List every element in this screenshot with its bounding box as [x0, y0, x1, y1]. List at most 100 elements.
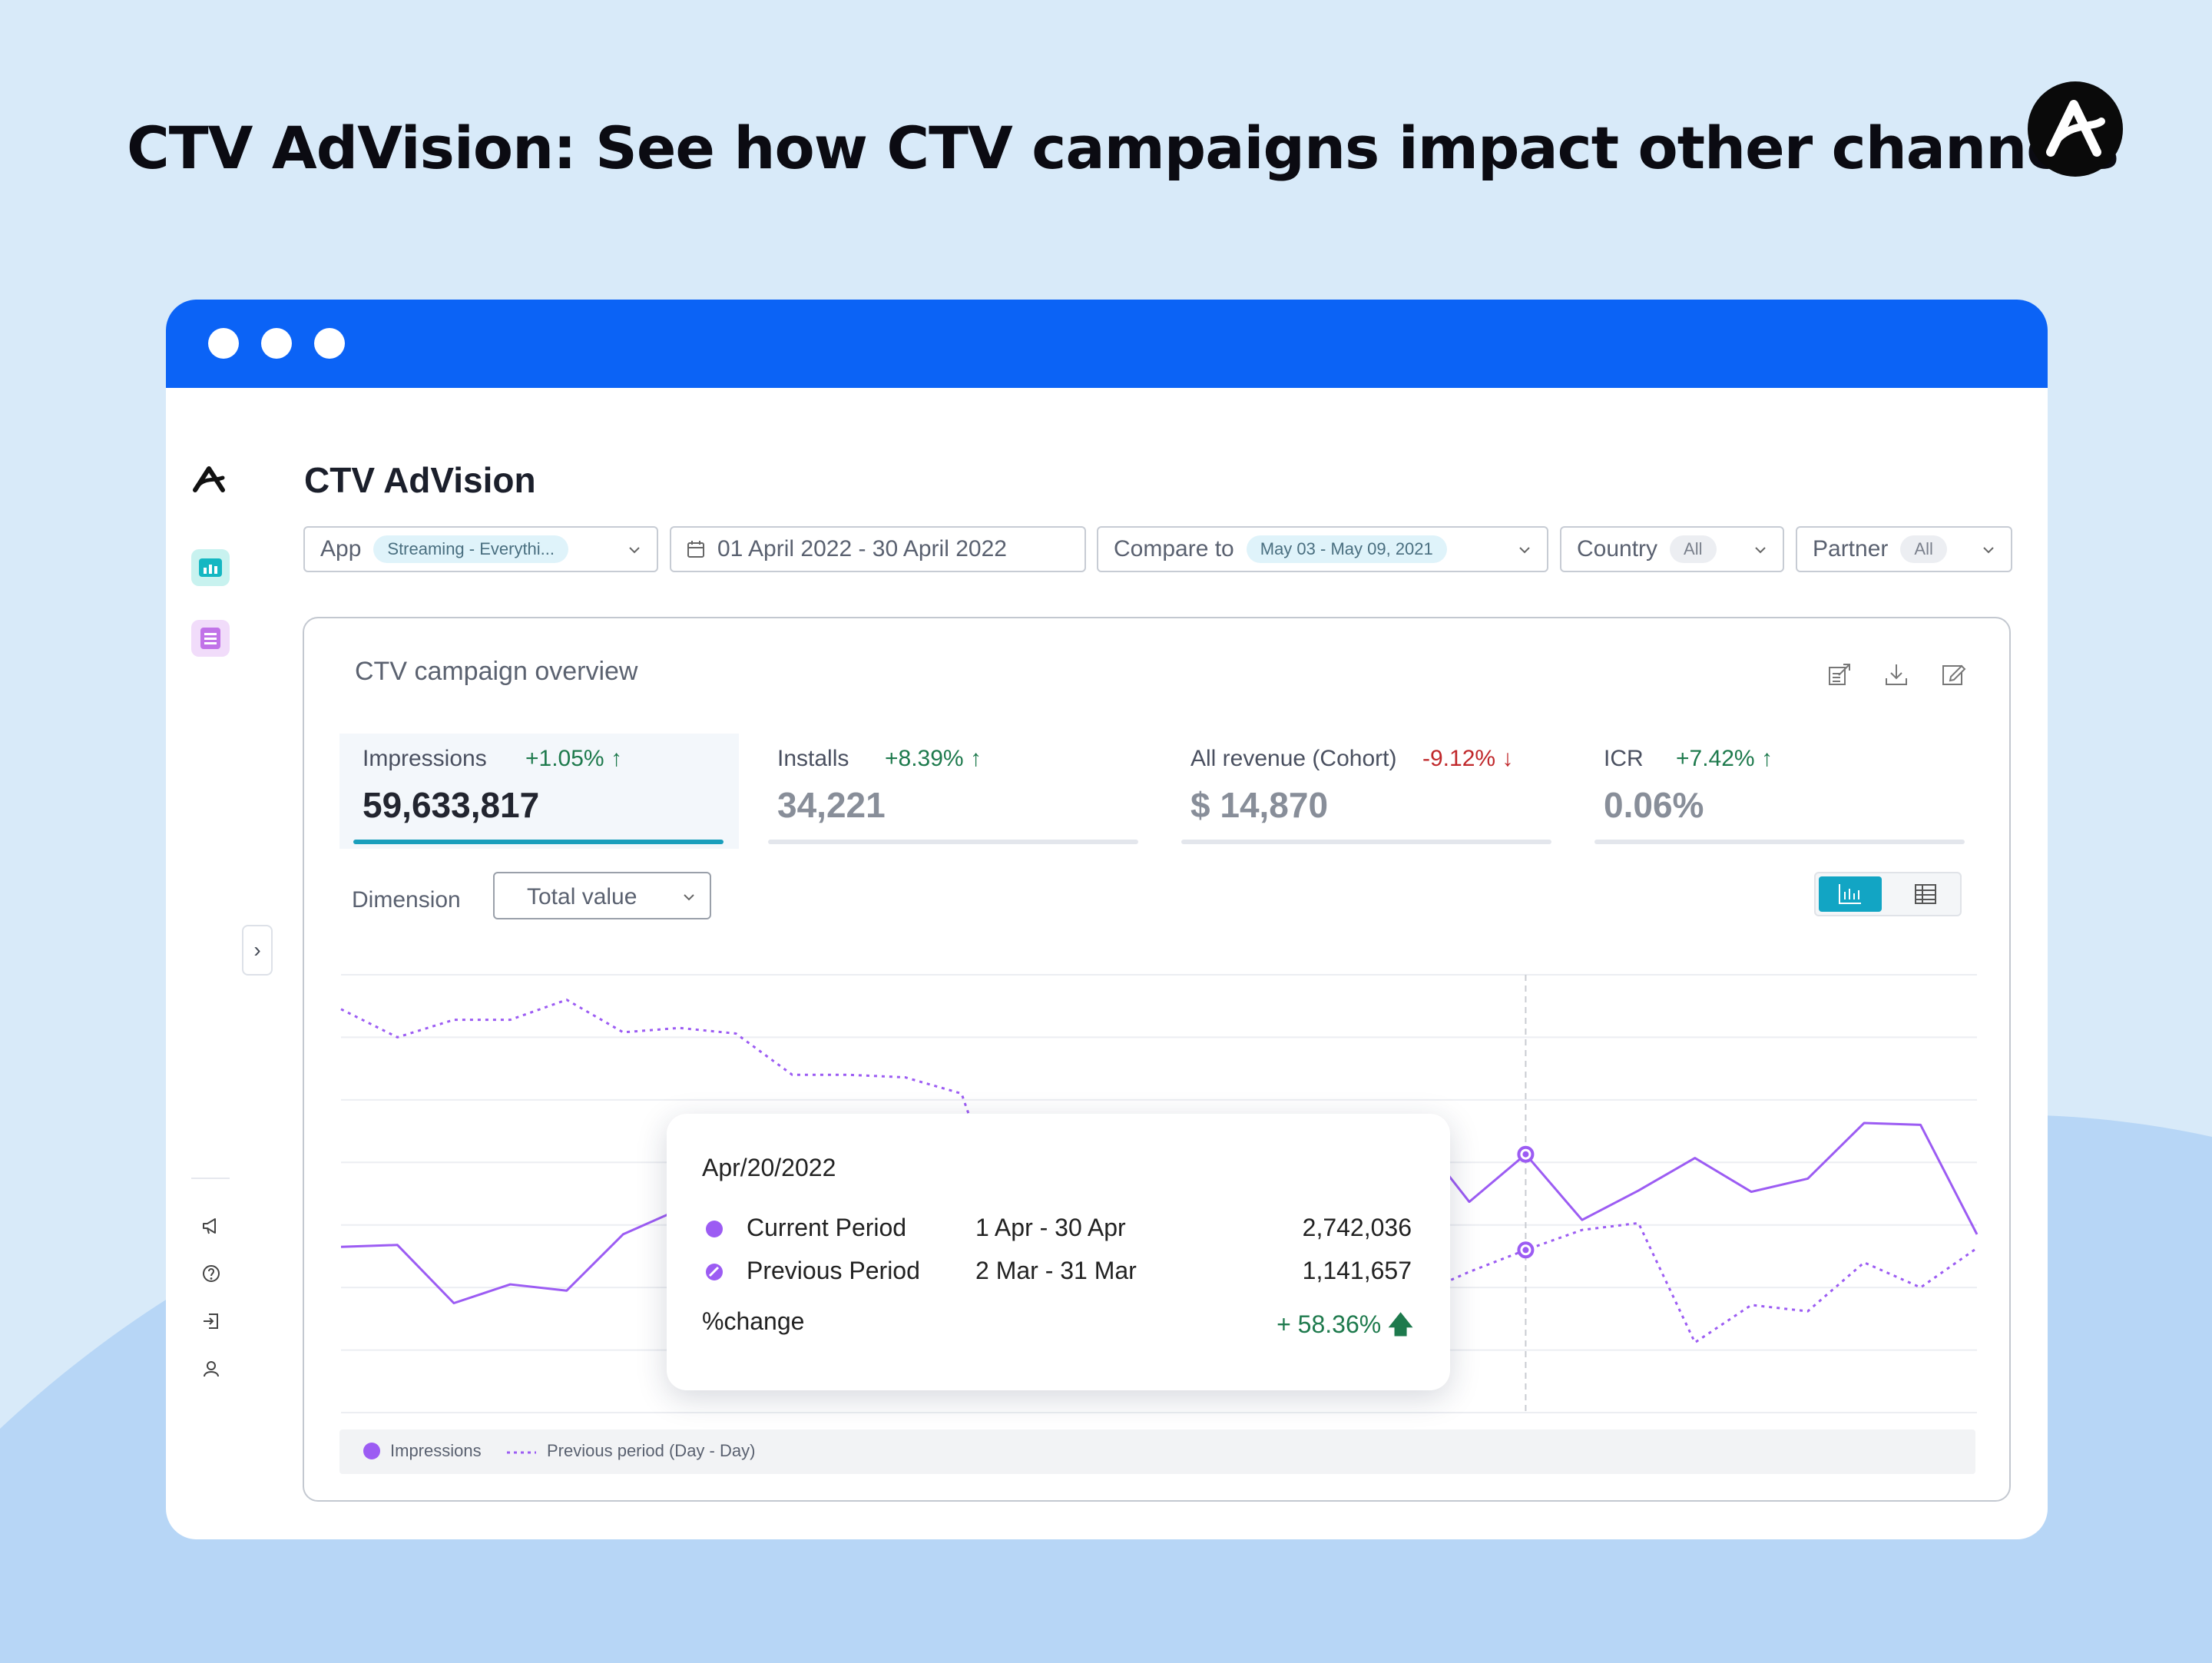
- window-dot-2[interactable]: [261, 328, 292, 359]
- metric-delta: -9.12% ↓: [1422, 746, 1514, 771]
- partner-filter-value: All: [1900, 535, 1947, 563]
- app-window: › CTV AdVision App Streaming - Everythi.…: [166, 300, 2048, 1539]
- bar-chart-icon: [1839, 884, 1861, 904]
- arrow-down-icon: ↓: [1502, 746, 1514, 771]
- logout-icon[interactable]: [201, 1311, 221, 1331]
- metric-underline: [1594, 840, 1965, 844]
- app-filter-label: App: [320, 536, 362, 562]
- partner-filter-label: Partner: [1813, 536, 1889, 562]
- card-title: CTV campaign overview: [355, 657, 638, 686]
- country-filter-value: All: [1670, 535, 1717, 563]
- compare-filter-value: May 03 - May 09, 2021: [1246, 535, 1447, 563]
- window-dot-3[interactable]: [314, 328, 345, 359]
- chevron-down-icon: [1755, 547, 1766, 554]
- metric-label: Installs: [777, 746, 849, 771]
- tooltip-row-name: Current Period: [747, 1214, 907, 1241]
- metric-delta: +1.05% ↑: [525, 746, 622, 771]
- metric-icr[interactable]: ICR +7.42% ↑ 0.06%: [1581, 734, 1980, 849]
- chevron-down-icon: [684, 894, 694, 901]
- calendar-icon: [687, 541, 704, 558]
- metric-underline: [353, 840, 724, 844]
- dimension-value: Total value: [527, 884, 637, 909]
- tooltip-row-current: Current Period 1 Apr - 30 Apr 2,742,036: [705, 1214, 1412, 1244]
- export-icon[interactable]: [1826, 661, 1853, 687]
- metric-delta: +8.39% ↑: [885, 746, 982, 771]
- sidebar-item-reports[interactable]: [191, 620, 230, 657]
- legend-item-previous[interactable]: Previous period (Day - Day): [505, 1441, 755, 1461]
- bar-chart-icon: [199, 558, 222, 577]
- view-toggle: [1814, 872, 1962, 916]
- tooltip-change-value: + 58.36%: [1277, 1310, 1382, 1338]
- date-range-filter[interactable]: 01 April 2022 - 30 April 2022: [670, 526, 1086, 572]
- metric-value: 34,221: [777, 785, 886, 825]
- tooltip-date: Apr/20/2022: [702, 1154, 836, 1181]
- report-icon: [200, 628, 220, 649]
- country-filter[interactable]: Country All: [1560, 526, 1784, 572]
- chevron-right-icon: ›: [253, 938, 261, 962]
- dimension-label: Dimension: [352, 887, 461, 913]
- app-filter-value: Streaming - Everythi...: [373, 535, 569, 563]
- tooltip-change: + 58.36% 🡅: [1277, 1307, 1413, 1349]
- legend-dot-icon: [363, 1443, 380, 1459]
- arrow-up-icon: ↑: [1760, 746, 1773, 771]
- chart-tooltip: Apr/20/2022 Current Period 1 Apr - 30 Ap…: [667, 1114, 1450, 1390]
- legend-item-impressions[interactable]: Impressions: [363, 1441, 482, 1461]
- help-icon[interactable]: [201, 1264, 221, 1284]
- legend-dotted-line-icon: [507, 1451, 536, 1454]
- table-view-button[interactable]: [1894, 876, 1957, 912]
- series-line-previous-period[interactable]: [340, 999, 1978, 1344]
- window-titlebar: [166, 300, 2048, 388]
- legend-label: Impressions: [390, 1441, 482, 1460]
- dimension-select[interactable]: Total value: [493, 872, 711, 919]
- tooltip-row-value: 2,742,036: [1302, 1214, 1412, 1241]
- metric-value: 0.06%: [1604, 785, 1704, 825]
- previous-dot-icon: [706, 1264, 723, 1280]
- metric-label: ICR: [1604, 746, 1644, 771]
- chevron-down-icon: [1519, 547, 1530, 554]
- partner-filter[interactable]: Partner All: [1796, 526, 2012, 572]
- user-icon[interactable]: [201, 1359, 221, 1379]
- window-dot-1[interactable]: [208, 328, 239, 359]
- chevron-down-icon: [629, 547, 640, 554]
- chart-legend: Impressions Previous period (Day - Day): [339, 1429, 1975, 1474]
- legend-label: Previous period (Day - Day): [547, 1441, 756, 1460]
- table-icon: [1915, 884, 1936, 904]
- date-range-value: 01 April 2022 - 30 April 2022: [717, 536, 1007, 562]
- metric-revenue[interactable]: All revenue (Cohort) -9.12% ↓ $ 14,870: [1167, 734, 1567, 849]
- brand-logo: [2028, 81, 2123, 177]
- metric-installs[interactable]: Installs +8.39% ↑ 34,221: [754, 734, 1154, 849]
- sidebar-expand-button[interactable]: ›: [242, 925, 273, 976]
- highlight-point-center: [1522, 1247, 1529, 1254]
- tooltip-row-value: 1,141,657: [1302, 1257, 1412, 1284]
- compare-filter[interactable]: Compare to May 03 - May 09, 2021: [1097, 526, 1548, 572]
- tooltip-row-range: 1 Apr - 30 Apr: [975, 1214, 1126, 1241]
- current-dot-icon: [706, 1221, 723, 1237]
- metric-delta: +7.42% ↑: [1676, 746, 1773, 771]
- chevron-down-icon: [1983, 547, 1994, 554]
- megaphone-icon[interactable]: [201, 1216, 221, 1236]
- tooltip-change-label: %change: [702, 1307, 805, 1335]
- arrow-up-icon: ↑: [969, 746, 982, 771]
- sidebar-logo-icon[interactable]: [192, 464, 226, 495]
- chart-view-button[interactable]: [1819, 876, 1882, 912]
- headline: CTV AdVision: See how CTV campaigns impa…: [127, 114, 2119, 182]
- country-filter-label: Country: [1577, 536, 1658, 562]
- app-filter[interactable]: App Streaming - Everythi...: [303, 526, 658, 572]
- arrow-up-icon: ↑: [610, 746, 622, 771]
- metric-impressions[interactable]: Impressions +1.05% ↑ 59,633,817: [339, 734, 739, 849]
- metric-underline: [1181, 840, 1551, 844]
- edit-icon[interactable]: [1940, 661, 1966, 687]
- metric-label: Impressions: [363, 746, 487, 771]
- metric-label: All revenue (Cohort): [1190, 746, 1397, 771]
- compare-filter-label: Compare to: [1114, 536, 1234, 562]
- metric-underline: [768, 840, 1138, 844]
- page-title: CTV AdVision: [304, 460, 536, 500]
- metric-value: 59,633,817: [363, 785, 540, 825]
- download-icon[interactable]: [1883, 661, 1909, 687]
- metric-value: $ 14,870: [1190, 785, 1329, 825]
- tooltip-row-name: Previous Period: [747, 1257, 920, 1284]
- tooltip-row-range: 2 Mar - 31 Mar: [975, 1257, 1137, 1284]
- tooltip-row-previous: Previous Period 2 Mar - 31 Mar 1,141,657: [705, 1257, 1412, 1287]
- sidebar-item-analytics[interactable]: [191, 549, 230, 586]
- highlight-point-center: [1522, 1151, 1529, 1158]
